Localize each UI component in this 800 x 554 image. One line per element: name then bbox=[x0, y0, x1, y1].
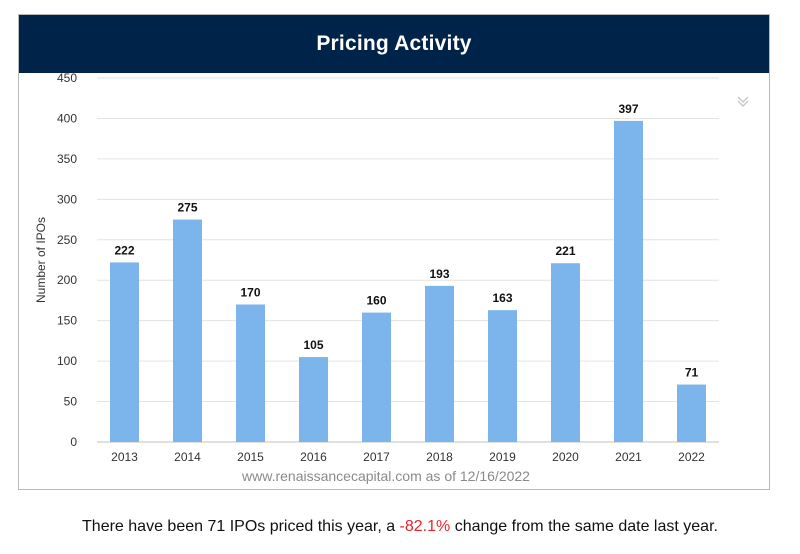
x-tick-label: 2016 bbox=[300, 450, 327, 464]
data-labels: 222 275 170 105 160 193 163 221 397 71 bbox=[114, 102, 698, 380]
y-tick-label: 50 bbox=[64, 395, 78, 409]
y-tick-label: 100 bbox=[57, 354, 77, 368]
summary-prefix: There have been 71 IPOs priced this year… bbox=[82, 518, 400, 535]
bars bbox=[110, 120, 706, 443]
chart-title: Pricing Activity bbox=[19, 15, 769, 73]
x-tick-label: 2019 bbox=[489, 450, 516, 464]
y-axis-ticks: 0 50 100 150 200 250 300 350 400 450 bbox=[57, 73, 77, 449]
x-tick-label: 2018 bbox=[426, 450, 453, 464]
y-tick-label: 400 bbox=[57, 111, 77, 125]
data-label: 105 bbox=[303, 338, 323, 352]
y-tick-label: 450 bbox=[57, 73, 77, 85]
data-label: 71 bbox=[685, 366, 699, 380]
x-tick-label: 2014 bbox=[174, 450, 201, 464]
bar-2020[interactable] bbox=[551, 263, 580, 442]
summary-suffix: change from the same date last year. bbox=[450, 518, 718, 535]
x-tick-label: 2013 bbox=[111, 450, 138, 464]
summary-text: There have been 71 IPOs priced this year… bbox=[0, 518, 800, 536]
bar-chart: 0 50 100 150 200 250 300 350 400 450 222 275 170 105… bbox=[34, 73, 749, 484]
data-label: 397 bbox=[618, 102, 638, 116]
bar-2016[interactable] bbox=[299, 357, 328, 442]
data-label: 170 bbox=[240, 285, 260, 299]
change-percent: -82.1% bbox=[399, 518, 451, 535]
x-tick-label: 2021 bbox=[615, 450, 642, 464]
y-tick-label: 200 bbox=[57, 273, 77, 287]
data-label: 275 bbox=[177, 201, 197, 215]
bar-2015[interactable] bbox=[236, 304, 265, 442]
data-label: 221 bbox=[555, 244, 575, 258]
data-label: 222 bbox=[114, 243, 134, 257]
bar-2019[interactable] bbox=[488, 310, 517, 442]
data-label: 160 bbox=[366, 294, 386, 308]
double-chevron-down-icon[interactable] bbox=[737, 96, 749, 107]
y-tick-label: 150 bbox=[57, 314, 77, 328]
bar-2022[interactable] bbox=[677, 384, 706, 442]
data-label: 163 bbox=[492, 291, 512, 305]
y-axis-label: Number of IPOs bbox=[34, 217, 48, 303]
source-note: www.renaissancecapital.com as of 12/16/2… bbox=[241, 468, 530, 484]
bar-2018[interactable] bbox=[425, 285, 454, 442]
x-tick-label: 2022 bbox=[678, 450, 705, 464]
y-tick-label: 250 bbox=[57, 233, 77, 247]
y-tick-label: 0 bbox=[70, 435, 77, 449]
data-label: 193 bbox=[429, 267, 449, 281]
x-tick-label: 2020 bbox=[552, 450, 579, 464]
y-tick-label: 350 bbox=[57, 152, 77, 166]
bar-2014[interactable] bbox=[173, 219, 202, 442]
bar-2017[interactable] bbox=[362, 312, 391, 442]
bar-2021[interactable] bbox=[614, 120, 643, 443]
x-axis-ticks: 2013 2014 2015 2016 2017 2018 2019 2020 2021 2022 bbox=[111, 450, 705, 464]
x-tick-label: 2017 bbox=[363, 450, 390, 464]
bar-2013[interactable] bbox=[110, 262, 139, 442]
x-tick-label: 2015 bbox=[237, 450, 264, 464]
y-tick-label: 300 bbox=[57, 192, 77, 206]
chart-panel: Pricing Activity 0 50 100 150 200 250 300 350 40… bbox=[18, 14, 770, 490]
